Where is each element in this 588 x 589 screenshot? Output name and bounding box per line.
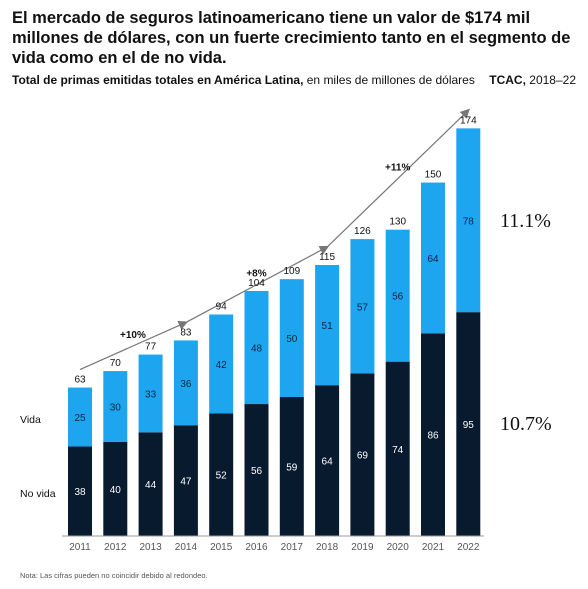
label-no-vida-2022: 95: [463, 420, 475, 431]
x-tick-2013: 2013: [139, 542, 162, 553]
total-label-2022: 174: [460, 115, 477, 126]
label-no-vida-2016: 56: [251, 466, 263, 477]
footnote: Nota: Las cifras pueden no coincidir deb…: [20, 571, 208, 580]
total-label-2013: 77: [145, 342, 157, 353]
cagr-label: TCAC, 2018–22: [489, 73, 576, 87]
growth-arrow-1: [79, 320, 189, 371]
x-tick-2012: 2012: [104, 542, 127, 553]
bar-vida-2015: [209, 314, 234, 414]
bar-no-vida-2021: [421, 333, 445, 536]
growth-arrow-2: [185, 245, 330, 323]
subtitle-rest: en miles de millones de dólares: [303, 73, 475, 87]
bar-no-vida-2020: [385, 361, 410, 536]
series-label-no-vida: No vida: [20, 488, 56, 500]
cagr-vida: 11.1%: [500, 210, 551, 232]
cagr-label-bold: TCAC,: [489, 73, 526, 87]
growth-label-1: +10%: [120, 330, 146, 341]
bar-vida-2020: [385, 229, 410, 362]
x-tick-2022: 2022: [457, 542, 480, 553]
label-no-vida-2012: 40: [110, 485, 122, 496]
label-no-vida-2013: 44: [145, 480, 157, 491]
total-label-2019: 126: [354, 226, 371, 237]
bar-no-vida-2013: [138, 432, 163, 536]
bar-vida-2016: [244, 290, 269, 405]
label-vida-2013: 33: [145, 389, 157, 400]
bar-vida-2014: [173, 340, 198, 426]
x-tick-2021: 2021: [422, 542, 445, 553]
bar-no-vida-2019: [350, 373, 375, 536]
x-tick-2018: 2018: [316, 542, 339, 553]
bar-no-vida-2018: [315, 385, 340, 536]
bar-vida-2019: [350, 239, 375, 374]
bar-vida-2011: [68, 387, 92, 447]
label-no-vida-2020: 74: [392, 445, 404, 456]
subtitle-bold: Total de primas emitidas totales en Amér…: [12, 73, 304, 87]
label-vida-2012: 30: [110, 402, 122, 413]
total-label-2014: 83: [180, 327, 192, 338]
growth-label-2: +8%: [246, 269, 266, 280]
bar-vida-2012: [103, 371, 128, 442]
label-vida-2019: 57: [357, 302, 369, 313]
cagr-no-vida: 10.7%: [500, 413, 552, 435]
bar-vida-2013: [138, 354, 163, 433]
total-label-2020: 130: [389, 217, 406, 228]
x-tick-2016: 2016: [245, 542, 268, 553]
label-vida-2016: 48: [251, 343, 263, 354]
bar-no-vida-2011: [68, 446, 92, 536]
chart-subtitle: Total de primas emitidas totales en Amér…: [12, 73, 475, 87]
bar-vida-2018: [315, 265, 340, 386]
total-label-2011: 63: [74, 375, 86, 386]
label-vida-2015: 42: [216, 360, 228, 371]
total-label-2021: 150: [425, 170, 442, 181]
total-label-2012: 70: [110, 358, 122, 369]
x-tick-2017: 2017: [281, 542, 304, 553]
headline: El mercado de seguros latinoamericano ti…: [12, 9, 571, 67]
cagr-label-rest: 2018–22: [525, 73, 576, 87]
x-tick-2011: 2011: [69, 542, 91, 553]
x-tick-2019: 2019: [351, 542, 374, 553]
bar-vida-2021: [421, 182, 445, 334]
label-vida-2018: 51: [322, 321, 334, 332]
label-vida-2021: 64: [427, 254, 439, 265]
label-no-vida-2021: 86: [427, 431, 439, 442]
x-tick-2020: 2020: [387, 542, 410, 553]
bar-vida-2022: [456, 128, 481, 313]
x-tick-2014: 2014: [175, 542, 198, 553]
total-label-2015: 94: [216, 302, 228, 313]
x-tick-2015: 2015: [210, 542, 233, 553]
bar-no-vida-2022: [456, 312, 481, 536]
label-vida-2014: 36: [180, 379, 192, 390]
series-label-vida: Vida: [20, 414, 41, 426]
label-vida-2011: 25: [74, 413, 86, 424]
bar-vida-2017: [279, 279, 304, 397]
label-no-vida-2018: 64: [322, 457, 334, 468]
label-vida-2020: 56: [392, 292, 404, 303]
bar-no-vida-2016: [244, 404, 269, 536]
total-label-2017: 109: [283, 266, 300, 277]
label-no-vida-2014: 47: [180, 477, 192, 488]
bar-no-vida-2015: [209, 413, 234, 536]
growth-label-3: +11%: [385, 163, 410, 174]
label-vida-2017: 50: [286, 334, 298, 345]
label-vida-2022: 78: [463, 216, 475, 227]
bar-no-vida-2012: [103, 441, 128, 536]
label-no-vida-2011: 38: [74, 487, 86, 498]
label-no-vida-2019: 69: [357, 451, 369, 462]
total-label-2016: 104: [248, 278, 265, 289]
total-label-2018: 115: [319, 252, 335, 263]
bar-no-vida-2017: [279, 396, 304, 536]
bar-no-vida-2014: [173, 425, 198, 536]
growth-arrow-3: [326, 108, 471, 248]
label-no-vida-2017: 59: [286, 462, 298, 473]
label-no-vida-2015: 52: [216, 471, 228, 482]
